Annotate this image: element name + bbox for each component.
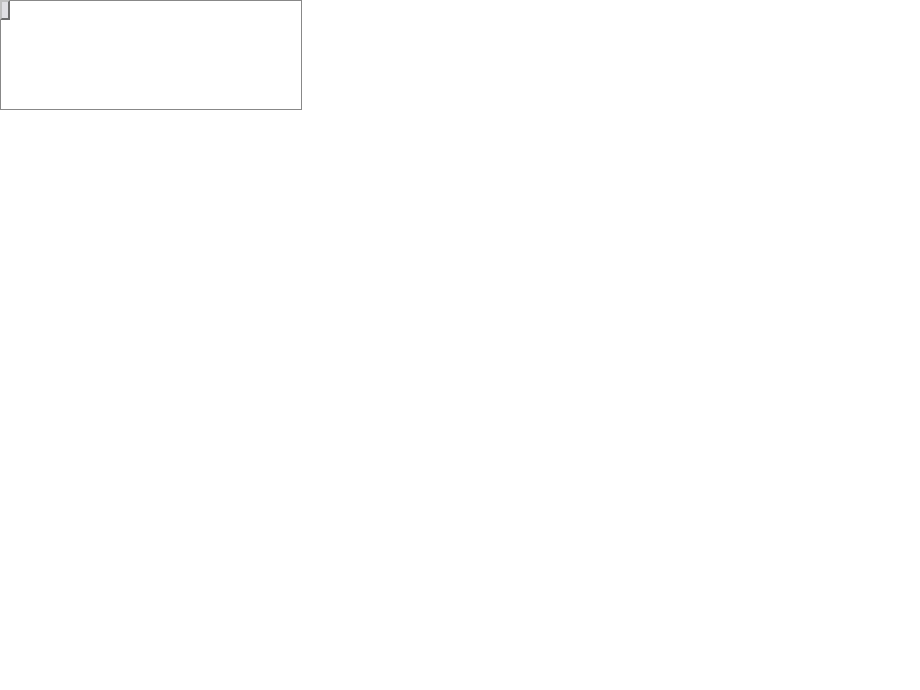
slide-page xyxy=(0,0,920,690)
diagrams-svg xyxy=(1,1,301,104)
back-button[interactable] xyxy=(0,0,10,20)
figure-panel xyxy=(0,0,302,110)
